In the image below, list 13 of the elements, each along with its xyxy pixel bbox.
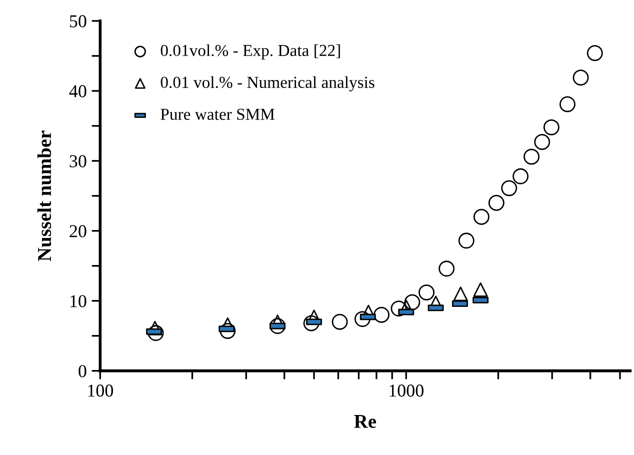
y-axis-title: Nusselt number (37, 130, 52, 262)
legend-label: 0.01vol.% - Exp. Data [22] (160, 44, 340, 60)
x-tick-label: 1000 (390, 384, 424, 397)
legend-label: 0.01 vol.% - Numerical analysis (160, 76, 374, 92)
y-tick-label: 40 (69, 85, 86, 98)
y-tick-label: 50 (70, 15, 86, 28)
y-tick-label: 20 (70, 225, 86, 238)
y-tick-label: 10 (70, 295, 86, 308)
legend-label: Pure water SMM (160, 108, 274, 120)
x-axis-title: Re (354, 415, 376, 428)
y-tick-label: 30 (70, 155, 86, 168)
y-tick-label: 0 (78, 365, 86, 378)
x-tick-label: 100 (88, 384, 114, 397)
